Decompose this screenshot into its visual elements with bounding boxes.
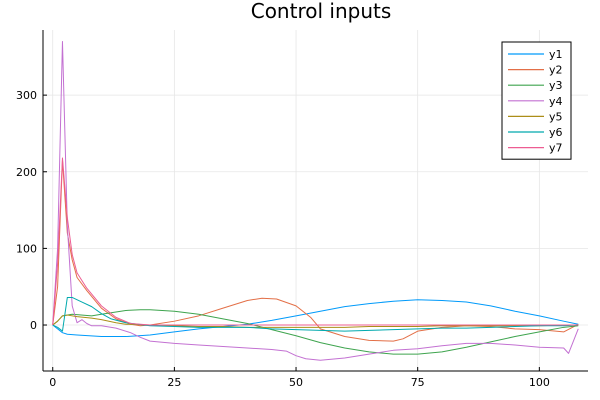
x-tick-label: 50 — [289, 376, 303, 389]
axes: 0 25 50 75 100 0 100 200 300 — [16, 30, 588, 389]
chart-title: Control inputs — [251, 0, 392, 23]
legend-label-y2: y2 — [549, 64, 563, 77]
y-tick-label: 100 — [16, 242, 37, 255]
legend-label-y5: y5 — [549, 110, 563, 123]
series-layer — [52, 40, 579, 361]
y-tick-label: 300 — [16, 89, 37, 102]
x-tick-label: 100 — [529, 376, 550, 389]
series-line-y7 — [52, 157, 579, 326]
series-line-y1 — [52, 299, 579, 338]
y-tick-label: 0 — [30, 319, 37, 332]
legend-label-y1: y1 — [549, 48, 563, 61]
series-line-y4 — [52, 40, 579, 361]
legend-label-y6: y6 — [549, 126, 563, 139]
series-line-y3 — [52, 309, 579, 355]
series-line-y6 — [52, 296, 579, 332]
legend-label-y4: y4 — [549, 95, 563, 108]
legend-label-y7: y7 — [549, 142, 563, 155]
y-tick-label: 200 — [16, 166, 37, 179]
series-line-y2 — [52, 159, 579, 342]
legend: y1 y2 y3 y4 y5 y6 y7 — [501, 41, 572, 160]
x-tick-label: 0 — [49, 376, 56, 389]
x-tick-label: 75 — [411, 376, 425, 389]
x-tick-label: 25 — [167, 376, 181, 389]
series-line-y5 — [52, 314, 579, 328]
legend-label-y3: y3 — [549, 79, 563, 92]
